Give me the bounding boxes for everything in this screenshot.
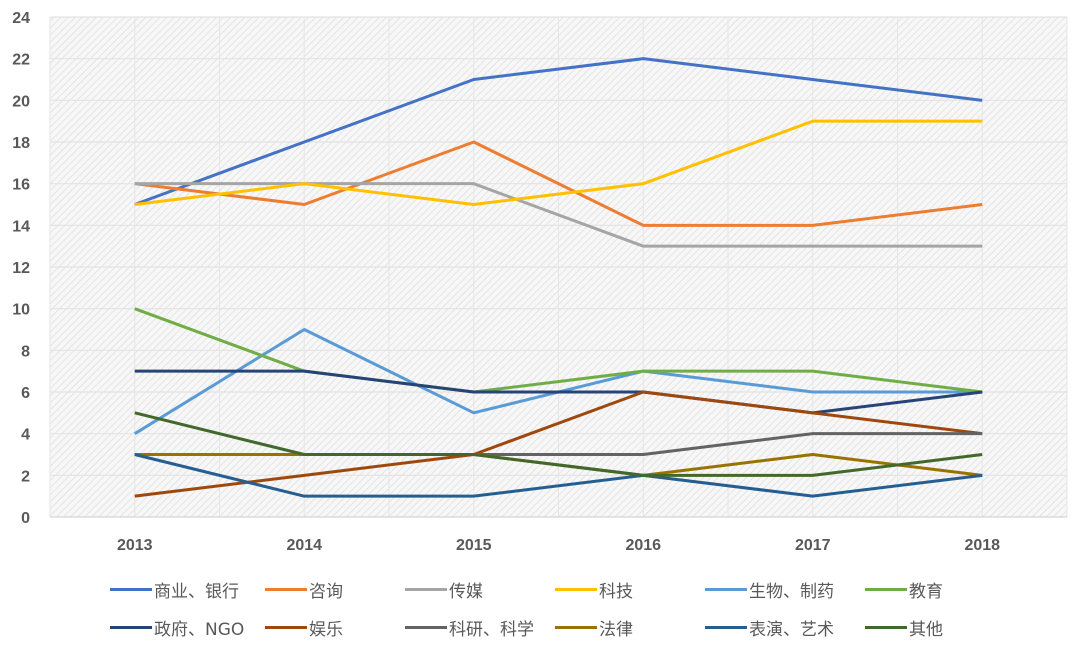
series-line-7 bbox=[134, 390, 983, 498]
legend-label: 其他 bbox=[909, 619, 943, 640]
series-line-11 bbox=[134, 411, 983, 477]
legend: 商业、银行 咨询 传媒 科技 生物、制药 教育 政府、NGO 娱乐 科研、科学 法律 表演、艺术 其… bbox=[110, 570, 1010, 646]
series-line-5 bbox=[134, 307, 983, 394]
y-tick-label: 14 bbox=[12, 218, 30, 235]
legend-swatch bbox=[555, 587, 597, 591]
y-tick-label: 0 bbox=[21, 510, 30, 527]
y-tick-label: 6 bbox=[21, 385, 30, 402]
y-tick-label: 10 bbox=[12, 302, 30, 319]
series-line-0 bbox=[134, 57, 983, 206]
legend-label: 咨询 bbox=[309, 581, 343, 602]
legend-item: 教育 bbox=[865, 577, 945, 602]
legend-label: 传媒 bbox=[449, 581, 483, 602]
legend-item: 科技 bbox=[555, 577, 705, 602]
x-tick-label: 2014 bbox=[286, 537, 322, 554]
x-tick-label: 2017 bbox=[795, 537, 831, 554]
legend-item: 其他 bbox=[865, 615, 945, 640]
y-tick-label: 4 bbox=[21, 427, 30, 444]
legend-item: 咨询 bbox=[265, 577, 405, 602]
legend-label: 教育 bbox=[909, 581, 943, 602]
legend-label: 娱乐 bbox=[309, 619, 343, 640]
series-line-6 bbox=[134, 369, 983, 415]
legend-swatch bbox=[705, 587, 747, 591]
y-tick-label: 24 bbox=[12, 10, 30, 27]
legend-item: 娱乐 bbox=[265, 615, 405, 640]
legend-swatch bbox=[265, 587, 307, 591]
legend-item: 法律 bbox=[555, 615, 705, 640]
legend-label: 表演、艺术 bbox=[749, 619, 834, 640]
y-tick-label: 20 bbox=[12, 93, 30, 110]
y-tick-label: 8 bbox=[21, 343, 30, 360]
legend-swatch bbox=[555, 625, 597, 629]
series-line-2 bbox=[134, 182, 983, 248]
legend-swatch bbox=[110, 625, 152, 629]
legend-item: 表演、艺术 bbox=[705, 615, 865, 640]
legend-label: 生物、制药 bbox=[749, 581, 834, 602]
legend-item: 政府、NGO bbox=[110, 615, 265, 640]
legend-item: 传媒 bbox=[405, 577, 555, 602]
legend-item: 生物、制药 bbox=[705, 577, 865, 602]
y-tick-label: 2 bbox=[21, 468, 30, 485]
legend-label: 商业、银行 bbox=[154, 581, 239, 602]
legend-swatch bbox=[865, 625, 907, 629]
series-line-10 bbox=[134, 453, 983, 498]
legend-swatch bbox=[405, 625, 447, 629]
legend-label: 科技 bbox=[599, 581, 633, 602]
legend-label: 科研、科学 bbox=[449, 619, 534, 640]
legend-swatch bbox=[265, 625, 307, 629]
y-tick-label: 22 bbox=[12, 52, 30, 69]
legend-label: 法律 bbox=[599, 619, 633, 640]
y-tick-label: 16 bbox=[12, 177, 30, 194]
legend-swatch bbox=[405, 587, 447, 591]
series-line-1 bbox=[134, 140, 983, 227]
legend-label: 政府、NGO bbox=[154, 619, 245, 640]
legend-swatch bbox=[865, 587, 907, 591]
x-tick-label: 2018 bbox=[964, 537, 1000, 554]
legend-swatch bbox=[110, 587, 152, 591]
x-tick-label: 2016 bbox=[625, 537, 661, 554]
x-tick-label: 2015 bbox=[456, 537, 492, 554]
series-line-3 bbox=[134, 119, 983, 206]
x-tick-label: 2013 bbox=[117, 537, 153, 554]
y-tick-label: 18 bbox=[12, 135, 30, 152]
legend-swatch bbox=[705, 625, 747, 629]
legend-item: 商业、银行 bbox=[110, 577, 265, 602]
legend-item: 科研、科学 bbox=[405, 615, 555, 640]
y-tick-label: 12 bbox=[12, 260, 30, 277]
